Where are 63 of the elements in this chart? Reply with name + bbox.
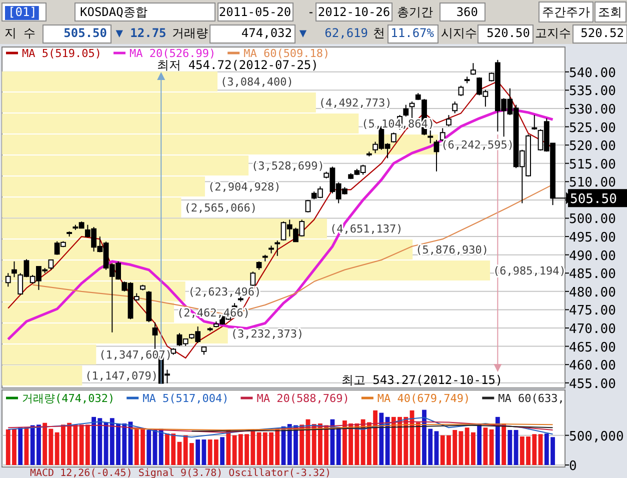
- y-tick-label: 495.00: [569, 230, 616, 246]
- text: 2012-10-26: [318, 5, 390, 19]
- y-tick-label: 530.00: [569, 102, 616, 118]
- text: 520.50: [486, 26, 530, 40]
- data-label: (6,985,194): [493, 264, 566, 278]
- text: -: [307, 5, 315, 19]
- legend-label: MA 60(509.18): [244, 47, 330, 60]
- y-tick-label: 480.00: [569, 285, 616, 300]
- legend-label: MA 60(633,: [498, 392, 564, 405]
- series-label: 거래량(474,032): [22, 392, 115, 405]
- text: 주간주가: [542, 5, 590, 19]
- text: 거래량: [172, 26, 208, 40]
- legend-label: MA 20(588,769): [256, 392, 350, 405]
- text: 520.52: [580, 26, 624, 40]
- data-label: (3,084,400): [220, 76, 294, 88]
- text: 총기간: [397, 5, 433, 19]
- data-label: (1,147,079): [85, 370, 158, 382]
- text: 조회: [598, 5, 622, 19]
- y-tick-label: 520.00: [569, 139, 616, 154]
- legend-label: MA 5(519.05): [22, 47, 102, 60]
- y-tick-label: 475.00: [569, 304, 616, 319]
- legend-label: MA 5(517,004): [142, 392, 229, 405]
- text: 360: [456, 5, 478, 19]
- text: 11.67%: [390, 26, 435, 40]
- text: KOSDAQ종합: [80, 5, 148, 19]
- data-label: (2,565,066): [184, 202, 258, 214]
- text: MACD 12,26(-0.45) Signal 9(3.78) Oscillator(-3.32): [30, 468, 332, 478]
- annotation: 최저 454.72(2012-07-25): [157, 58, 318, 72]
- y-tick-label: 470.00: [569, 322, 616, 337]
- y-tick-label: 485.00: [569, 267, 616, 282]
- text: ▼: [299, 26, 308, 40]
- y-tick-label: 460.00: [569, 358, 616, 374]
- y-tick-label: 540.00: [569, 66, 616, 81]
- y-tick-label: 500.00: [569, 212, 616, 228]
- text: 지 수: [4, 26, 36, 40]
- text: ▼ 12.75: [116, 26, 166, 40]
- data-label: (2,904,928): [208, 180, 281, 194]
- y-tick-label: 455.00: [569, 376, 616, 392]
- y-tick-label: 525.00: [569, 120, 616, 136]
- data-label: (4,492,773): [318, 96, 392, 110]
- y-tick-label: 535.00: [569, 84, 616, 100]
- annotation: 최고 543.27(2012-10-15): [341, 373, 503, 387]
- text: 시지수: [441, 26, 477, 40]
- legend-label: MA 20(526.99): [129, 47, 216, 60]
- y-tick-label: 500,000: [569, 429, 624, 444]
- text: 474,032: [241, 26, 292, 40]
- text: 고지수: [535, 26, 571, 40]
- y-tick-label: 0: [569, 459, 577, 474]
- y-tick-label: 515.00: [569, 157, 616, 172]
- text: 62,619: [324, 26, 368, 40]
- data-label: (3,232,373): [230, 328, 304, 340]
- y-tick-label: 510.00: [569, 176, 616, 191]
- text: 천: [373, 26, 385, 40]
- y-tick-label: 490.00: [569, 248, 616, 264]
- data-label: (6,242,595): [441, 138, 514, 152]
- data-label: (5,876,930): [416, 244, 488, 256]
- data-label: (3,528,699): [252, 160, 324, 172]
- text: 2011-05-20: [218, 5, 292, 19]
- y-tick-label: 465.00: [569, 340, 616, 356]
- legend-label: MA 40(679,749): [377, 392, 470, 405]
- ref-line-label: 505.50: [570, 192, 617, 208]
- text: 505.50: [64, 26, 107, 40]
- text: [01]: [8, 5, 37, 19]
